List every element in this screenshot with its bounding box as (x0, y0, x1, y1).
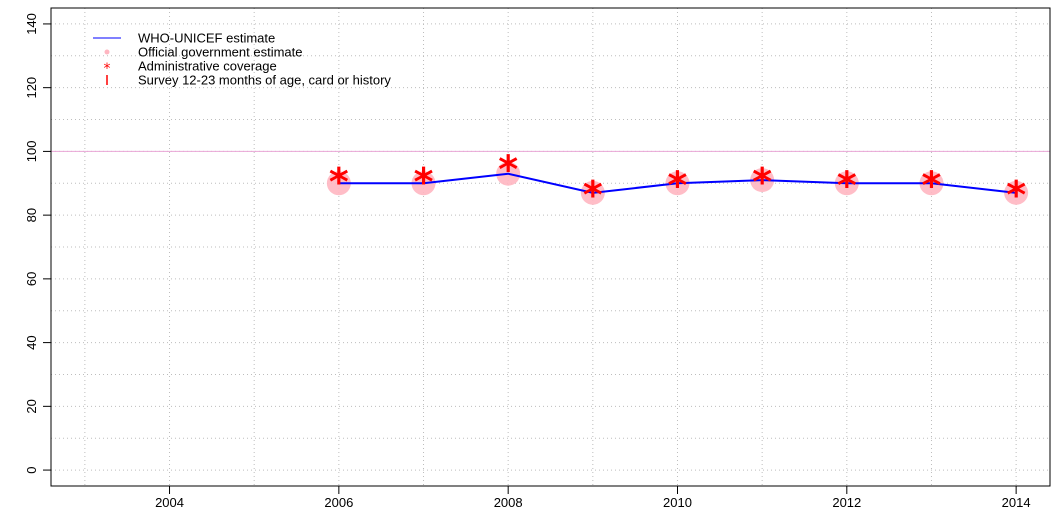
x-tick-label: 2012 (832, 495, 861, 510)
administrative-coverage-point: * (668, 163, 688, 207)
plot-frame (50, 7, 1051, 487)
administrative-coverage-point: * (414, 160, 434, 204)
administrative-coverage-point: * (583, 173, 603, 217)
administrative-coverage-point: * (1006, 173, 1026, 217)
y-tick-label: 40 (24, 335, 39, 349)
y-tick-label: 80 (24, 208, 39, 222)
data-series: * * * * * * * * * (326, 147, 1029, 217)
y-tick-label: 120 (24, 77, 39, 99)
y-tick-label: 100 (24, 141, 39, 163)
legend-label: Administrative coverage (138, 59, 277, 74)
legend-label: Survey 12-23 months of age, card or hist… (138, 73, 391, 88)
x-tick-label: 2014 (1002, 495, 1031, 510)
who-unicef-estimate-line (338, 172, 1017, 194)
x-tick-label: 2008 (494, 495, 523, 510)
y-tick-label: 20 (24, 399, 39, 413)
y-tick-label: 0 (24, 466, 39, 473)
x-tick-label: 2006 (324, 495, 353, 510)
legend-asterisk-icon: * (104, 61, 111, 77)
legend-label: Official government estimate (138, 45, 303, 60)
legend-circle-icon (104, 49, 110, 55)
y-tick-label: 60 (24, 272, 39, 286)
administrative-coverage-point: * (752, 160, 772, 204)
x-tick-label: 2004 (155, 495, 184, 510)
administrative-coverage-point: * (922, 163, 942, 207)
legend-label: WHO-UNICEF estimate (138, 31, 275, 46)
administrative-coverage-point: * (837, 163, 857, 207)
x-tick-label: 2010 (663, 495, 692, 510)
administrative-coverage-point: * (498, 147, 518, 191)
y-tick-label: 140 (24, 13, 39, 35)
axes: 0 20 40 60 80 100 120 140 2004 2006 2008 2010 2012 20… (24, 13, 1031, 510)
administrative-coverage-point: * (329, 160, 349, 204)
